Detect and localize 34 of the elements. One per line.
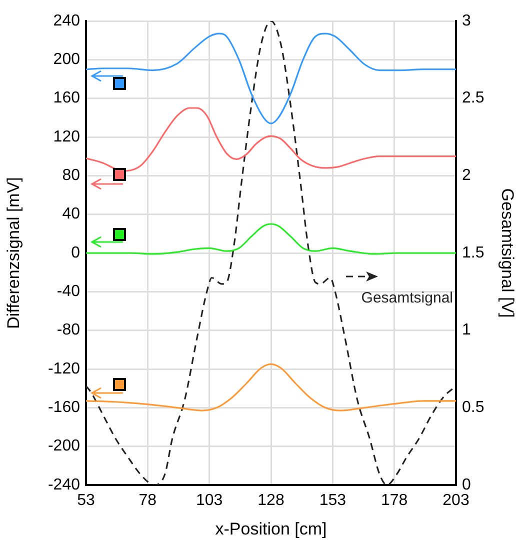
y-tick-label: 160 — [53, 90, 80, 107]
y2-axis-title: Gesamtsignal [V] — [498, 188, 518, 318]
x-tick-label: 128 — [258, 492, 284, 510]
x-tick-label: 103 — [196, 492, 223, 510]
y2-tick-label: 2.5 — [462, 90, 484, 107]
y-tick-label: 120 — [53, 128, 80, 146]
legend-label: Gesamtsignal — [361, 290, 453, 307]
line-series — [86, 32, 456, 124]
y-tick-label: 240 — [53, 12, 80, 30]
y2-tick-label: 3 — [462, 12, 471, 30]
y-tick-label: -200 — [48, 438, 80, 455]
line-series — [86, 223, 456, 255]
x-tick-label: 78 — [138, 492, 157, 510]
y2-tick-label: 1 — [462, 322, 471, 339]
line-series — [86, 363, 456, 412]
y2-tick-label: 1.5 — [462, 244, 484, 262]
y2-tick-label: 0 — [462, 476, 471, 494]
y2-tick-label: 0.5 — [462, 399, 484, 416]
y-tick-label: 200 — [53, 51, 80, 68]
x-tick-label: 178 — [380, 492, 408, 510]
y-tick-label: 80 — [62, 167, 80, 184]
x-tick-label: 153 — [319, 492, 346, 510]
x-tick-label: 53 — [77, 492, 95, 510]
y-tick-label: -120 — [48, 360, 80, 378]
y-tick-label: -240 — [48, 476, 80, 494]
x-tick-label: 203 — [442, 492, 470, 510]
y-axis-title: Differenzsignal [mV] — [4, 177, 23, 329]
y-tick-label: 0 — [71, 244, 80, 262]
y-tick-label: 40 — [62, 206, 80, 223]
x-axis-title: x-Position [cm] — [215, 519, 327, 538]
y-tick-label: -160 — [48, 399, 80, 416]
y2-tick-label: 2 — [462, 167, 471, 184]
y-tick-label: -40 — [56, 283, 80, 300]
y-tick-label: -80 — [56, 322, 80, 339]
